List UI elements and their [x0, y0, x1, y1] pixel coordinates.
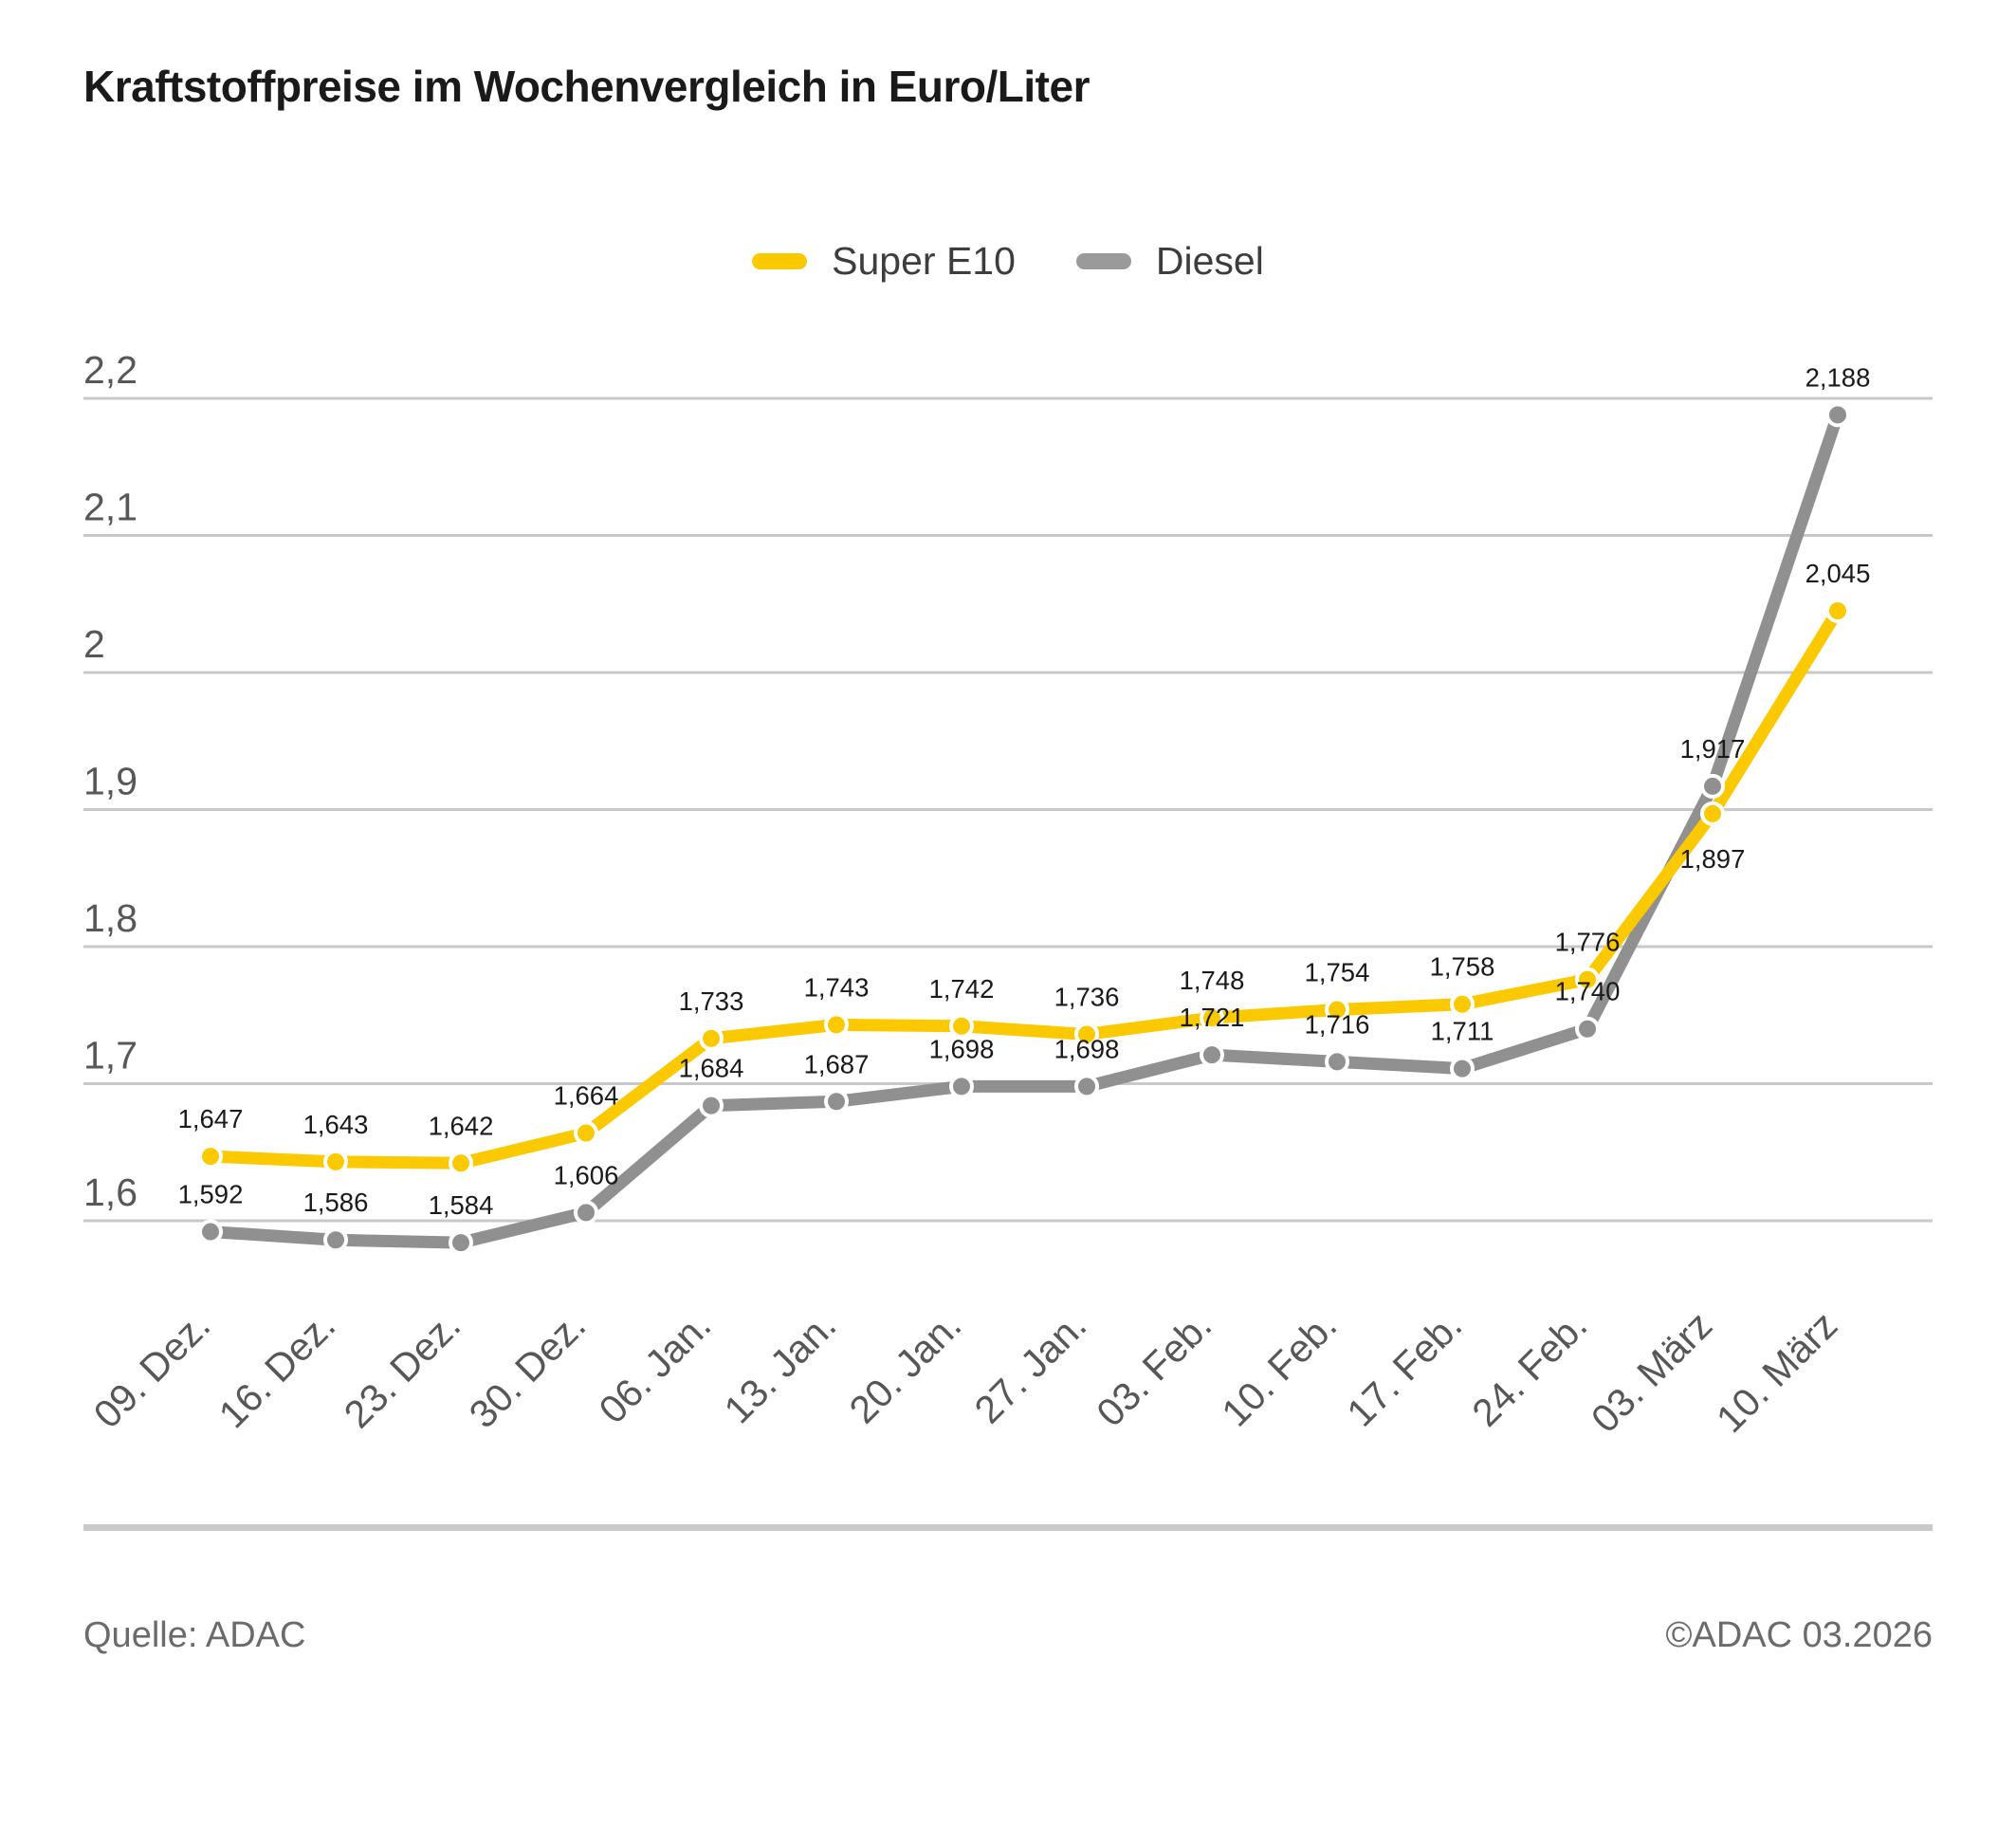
data-label: 1,664	[554, 1081, 619, 1111]
data-label: 1,687	[804, 1049, 870, 1078]
series-lines	[204, 408, 1844, 1249]
data-label: 1,642	[429, 1111, 494, 1140]
data-label: 1,698	[929, 1034, 995, 1063]
data-label: 1,917	[1680, 734, 1746, 764]
data-label: 1,698	[1054, 1034, 1120, 1063]
data-label: 1,586	[303, 1188, 369, 1217]
y-tick-label: 2,2	[83, 348, 137, 392]
legend-swatch-super-e10	[752, 253, 808, 269]
x-tick-label: 27. Jan.	[966, 1303, 1095, 1432]
series-points	[198, 402, 1850, 1256]
data-label: 1,754	[1305, 957, 1370, 986]
data-point-diesel	[1074, 1074, 1099, 1099]
data-point-super-e10	[1325, 997, 1349, 1023]
data-point-diesel	[449, 1230, 473, 1256]
x-tick-label: 03. März	[1583, 1303, 1720, 1441]
legend-label-diesel: Diesel	[1155, 239, 1264, 283]
data-point-super-e10	[1700, 801, 1725, 826]
data-point-diesel	[1575, 1016, 1600, 1041]
data-label: 1,716	[1305, 1009, 1370, 1039]
data-label: 1,647	[178, 1104, 244, 1133]
x-tick-label: 24. Feb.	[1463, 1303, 1595, 1435]
y-tick-label: 1,6	[83, 1170, 137, 1214]
data-point-diesel	[574, 1200, 598, 1225]
footer-divider	[83, 1524, 1933, 1531]
y-tick-label: 2,1	[83, 486, 137, 529]
data-label: 1,584	[429, 1190, 494, 1220]
data-point-super-e10	[949, 1013, 974, 1039]
data-label: 1,684	[679, 1054, 744, 1083]
data-point-diesel	[699, 1093, 724, 1118]
data-point-super-e10	[449, 1151, 473, 1176]
data-label: 2,188	[1805, 362, 1871, 392]
data-point-super-e10	[824, 1012, 849, 1038]
footer: Quelle: ADAC ©ADAC 03.2026	[83, 1615, 1933, 1656]
data-label: 1,643	[303, 1110, 369, 1139]
x-tick-label: 23. Dez.	[336, 1303, 469, 1437]
data-point-super-e10	[1825, 598, 1850, 623]
x-tick-label: 10. März	[1708, 1303, 1845, 1441]
y-tick-label: 1,8	[83, 896, 137, 940]
y-tick-label: 1,7	[83, 1034, 137, 1078]
data-label: 1,606	[554, 1160, 619, 1189]
data-point-super-e10	[1074, 1022, 1099, 1047]
x-tick-label: 17. Feb.	[1338, 1303, 1470, 1435]
data-label: 1,736	[1054, 982, 1120, 1011]
x-tick-label: 20. Jan.	[841, 1303, 970, 1432]
data-point-super-e10	[699, 1025, 724, 1051]
data-point-diesel	[1325, 1049, 1349, 1075]
data-label: 1,748	[1180, 966, 1245, 995]
x-tick-label: 03. Feb.	[1088, 1303, 1219, 1435]
data-point-diesel	[824, 1089, 849, 1115]
data-point-super-e10	[198, 1144, 223, 1170]
data-label: 1,592	[178, 1180, 244, 1209]
data-point-diesel	[1450, 1056, 1475, 1081]
series-line-super-e10	[204, 604, 1844, 1170]
data-label: 1,743	[804, 972, 870, 1002]
x-tick-label: 13. Jan.	[716, 1303, 845, 1432]
data-point-super-e10	[323, 1149, 348, 1174]
y-tick-label: 1,9	[83, 760, 137, 803]
data-point-diesel	[1700, 773, 1725, 799]
legend-swatch-diesel	[1075, 253, 1131, 269]
x-tick-label: 10. Feb.	[1213, 1303, 1345, 1435]
data-point-diesel	[198, 1219, 223, 1244]
data-point-diesel	[323, 1227, 348, 1253]
data-label: 1,711	[1431, 1017, 1494, 1046]
data-label: 1,721	[1180, 1003, 1245, 1032]
data-label: 1,742	[929, 974, 995, 1004]
chart-title: Kraftstoffpreise im Wochenvergleich in E…	[83, 62, 1090, 111]
y-tick-label: 2	[83, 622, 105, 666]
y-axis-labels: 2,2 2,1 2 1,9 1,8 1,7 1,6	[83, 348, 137, 1214]
x-tick-label: 30. Dez.	[461, 1303, 595, 1437]
data-point-super-e10	[1575, 967, 1600, 992]
series-line-diesel	[204, 408, 1844, 1249]
gridlines	[83, 396, 1933, 1223]
data-point-diesel	[1200, 1042, 1224, 1068]
x-tick-label: 09. Dez.	[85, 1303, 219, 1437]
data-label: 1,758	[1430, 952, 1495, 982]
legend-item-diesel: Diesel	[1075, 239, 1264, 284]
x-tick-label: 06. Jan.	[591, 1303, 720, 1432]
legend: Super E10 Diesel	[0, 239, 2016, 284]
data-point-super-e10	[1450, 991, 1475, 1017]
data-label: 1,776	[1555, 928, 1621, 957]
data-labels: 1,647 1,643 1,642 1,664 1,733 1,743 1,742 1,736…	[178, 362, 1871, 1220]
copyright-note: ©ADAC 03.2026	[1665, 1615, 1934, 1655]
data-label: 1,733	[679, 986, 744, 1016]
x-tick-label: 16. Dez.	[211, 1303, 344, 1437]
source-note: Quelle: ADAC	[83, 1615, 306, 1655]
x-axis-labels: 09. Dez.16. Dez.23. Dez.30. Dez.06. Jan.…	[85, 1303, 1846, 1441]
data-point-super-e10	[574, 1120, 598, 1146]
data-point-diesel	[1825, 402, 1850, 428]
data-label: 1,740	[1555, 977, 1621, 1006]
legend-label-super-e10: Super E10	[832, 239, 1016, 283]
data-label: 2,045	[1805, 559, 1871, 588]
data-point-diesel	[949, 1074, 974, 1099]
data-label: 1,897	[1680, 844, 1746, 874]
legend-item-super-e10: Super E10	[752, 239, 1016, 284]
data-point-super-e10	[1200, 1005, 1224, 1031]
